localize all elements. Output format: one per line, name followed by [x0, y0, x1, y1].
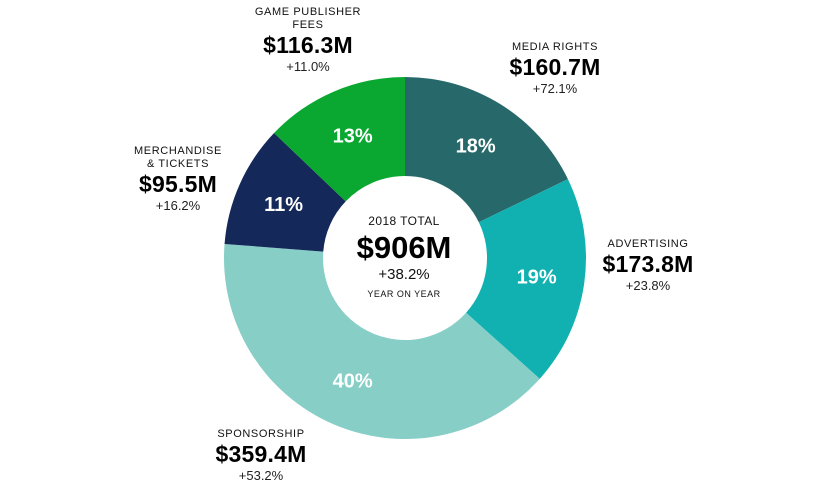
merchandise-tickets-percent-label: 11% [264, 194, 303, 216]
merchandise-tickets-change: +16.2% [155, 198, 201, 213]
advertising-label: ADVERTISING $173.8M +23.8% [588, 238, 708, 294]
center-total-change: +38.2% [378, 266, 430, 283]
game-publisher-fees-label: GAME PUBLISHER FEES $116.3M +11.0% [243, 6, 373, 75]
merchandise-tickets-name-line1: MERCHANDISE [134, 145, 222, 157]
merchandise-tickets-slice [224, 133, 346, 252]
merchandise-tickets-label: MERCHANDISE & TICKETS $95.5M +16.2% [118, 145, 238, 214]
media-rights-change: +72.1% [532, 81, 578, 96]
center-total-label: 2018 TOTAL [368, 214, 440, 228]
advertising-name: ADVERTISING [607, 238, 689, 250]
advertising-value: $173.8M [602, 251, 694, 277]
sponsorship-value: $359.4M [215, 441, 307, 467]
sponsorship-name: SPONSORSHIP [217, 428, 305, 440]
sponsorship-slice [223, 243, 540, 439]
game-publisher-fees-name-line2: FEES [292, 19, 324, 31]
media-rights-label: MEDIA RIGHTS $160.7M +72.1% [490, 41, 620, 97]
media-rights-name: MEDIA RIGHTS [511, 41, 599, 53]
center-total-value: $906M [356, 230, 452, 265]
game-publisher-fees-change: +11.0% [286, 59, 330, 74]
sponsorship-percent-label: 40% [333, 370, 373, 392]
media-rights-slice [405, 77, 568, 223]
game-publisher-fees-value: $116.3M [263, 32, 353, 58]
advertising-slice [466, 179, 586, 379]
media-rights-value: $160.7M [509, 54, 601, 80]
media-rights-percent-label: 18% [456, 135, 496, 157]
advertising-percent-label: 19% [517, 267, 557, 289]
sponsorship-label: SPONSORSHIP $359.4M +53.2% [200, 428, 322, 484]
sponsorship-change: +53.2% [238, 468, 284, 483]
center-total-note: YEAR ON YEAR [367, 289, 441, 299]
game-publisher-fees-slice [274, 77, 405, 202]
advertising-change: +23.8% [625, 278, 671, 293]
merchandise-tickets-value: $95.5M [139, 171, 217, 197]
game-publisher-fees-percent-label: 13% [333, 126, 373, 148]
merchandise-tickets-name-line2: & TICKETS [146, 158, 210, 170]
game-publisher-fees-name-line1: GAME PUBLISHER [254, 6, 362, 18]
